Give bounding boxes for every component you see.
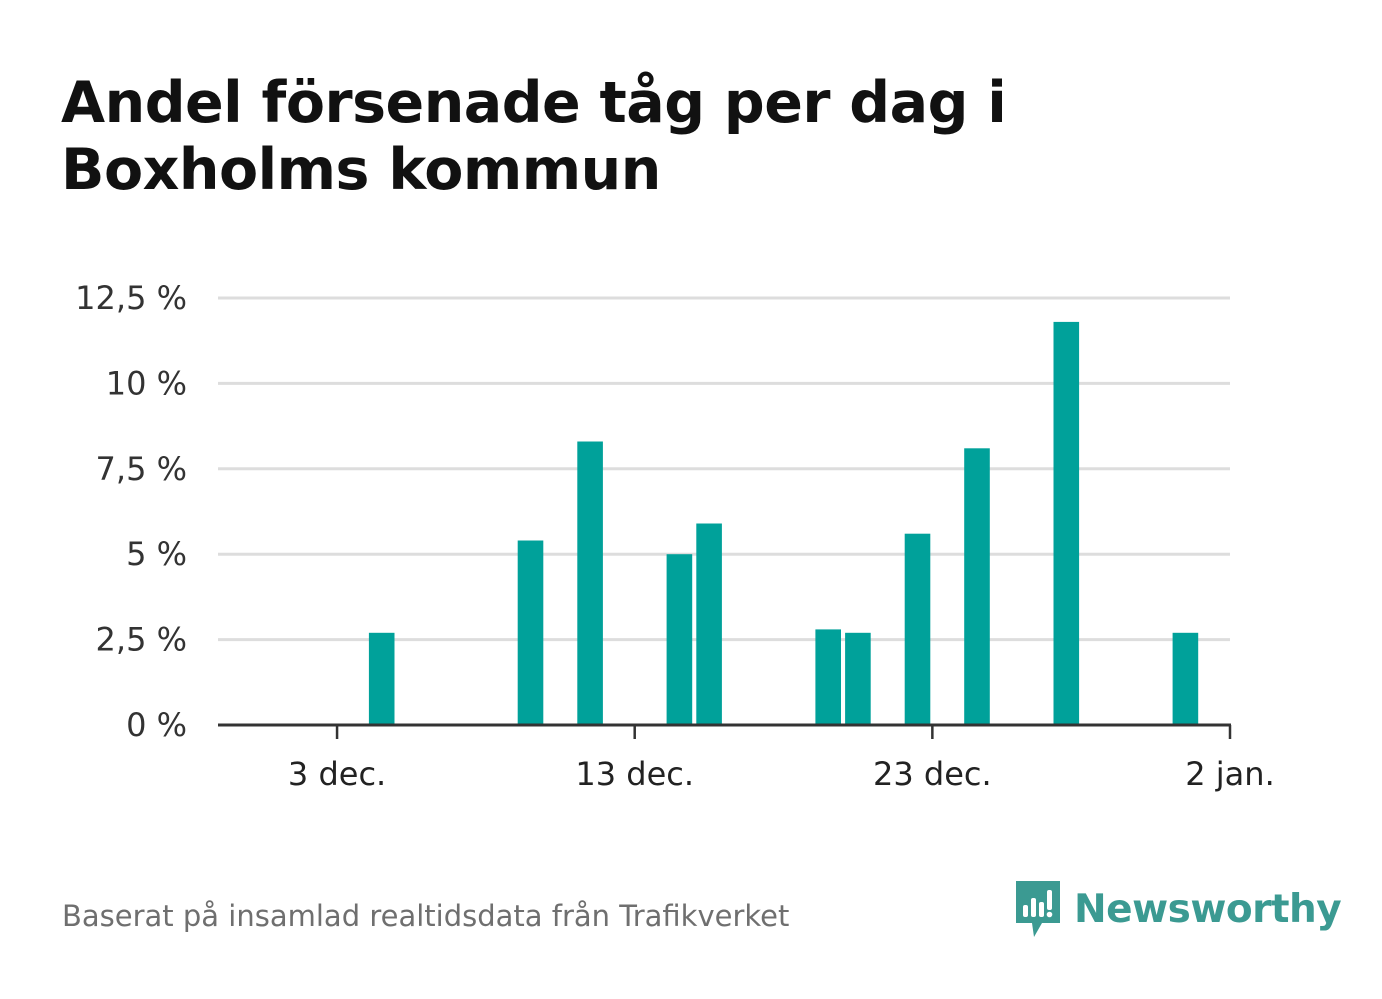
axes xyxy=(218,723,1232,739)
brand-name: Newsworthy xyxy=(1074,886,1342,932)
x-tick-labels: 3 dec. 13 dec. 23 dec. 2 jan. xyxy=(288,755,1275,793)
y-tick-label: 5 % xyxy=(126,535,187,573)
bar xyxy=(1172,632,1199,725)
y-tick-label: 12,5 % xyxy=(75,279,187,317)
brand-logo: Newsworthy xyxy=(1012,879,1342,939)
y-tick-label: 2,5 % xyxy=(96,621,187,659)
x-tick-label: 23 dec. xyxy=(873,755,992,793)
x-tick-label: 13 dec. xyxy=(575,755,694,793)
chart-title: Andel försenade tåg per dag i Boxholms k… xyxy=(61,70,1007,203)
bar xyxy=(696,523,722,725)
bar xyxy=(517,540,544,725)
bar xyxy=(845,632,871,725)
x-tick-label: 3 dec. xyxy=(288,755,386,793)
y-tick-label: 7,5 % xyxy=(96,450,187,488)
bar xyxy=(368,632,395,725)
newsworthy-logo-icon xyxy=(1016,881,1060,937)
x-tick-label: 2 jan. xyxy=(1185,755,1274,793)
bar xyxy=(577,441,603,725)
bars xyxy=(368,321,1199,725)
bar xyxy=(1053,321,1080,725)
y-tick-labels: 0 % 2,5 % 5 % 7,5 % 10 % 12,5 % xyxy=(75,279,187,744)
y-tick-label: 0 % xyxy=(126,706,187,744)
bar xyxy=(964,448,990,725)
bar xyxy=(904,533,931,725)
source-note: Baserat på insamlad realtidsdata från Tr… xyxy=(62,899,790,933)
bar xyxy=(666,554,693,725)
bar xyxy=(815,629,841,725)
y-tick-label: 10 % xyxy=(106,364,187,402)
